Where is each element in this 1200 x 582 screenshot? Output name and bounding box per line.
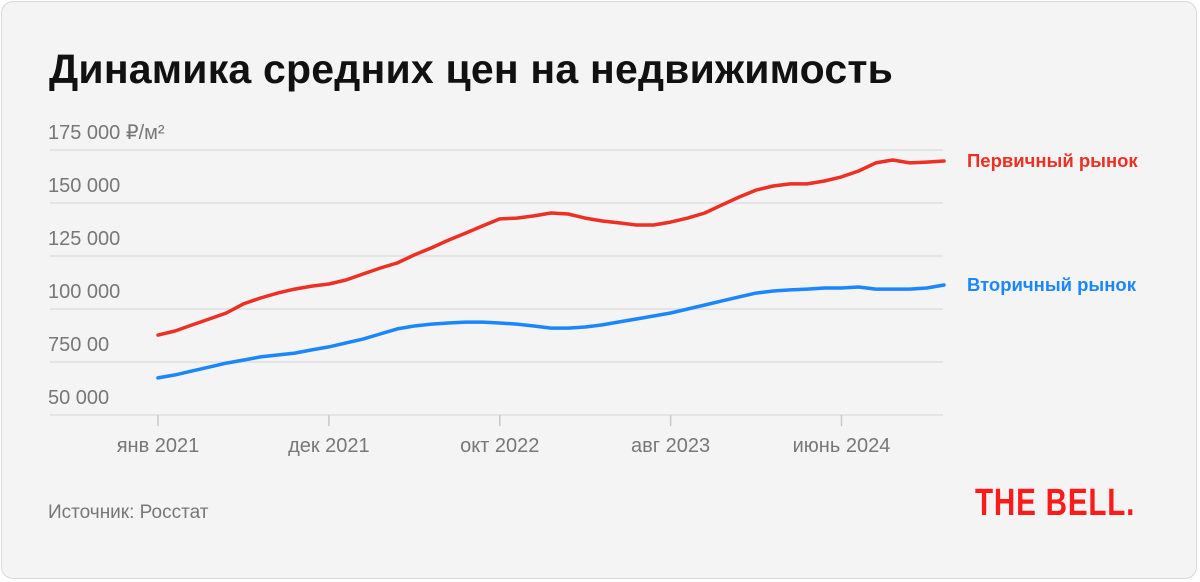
y-tick-label: 125 000 <box>48 228 120 250</box>
y-tick-label: 50 000 <box>48 387 109 409</box>
series-label: Вторичный рынок <box>967 274 1137 295</box>
source-note: Источник: Росстат <box>48 502 209 523</box>
series-line-secondary <box>156 283 946 380</box>
x-tick-label: дек 2021 <box>288 435 370 457</box>
series-line-primary <box>156 158 946 337</box>
x-tick-label: авг 2023 <box>631 435 710 457</box>
series-label: Первичный рынок <box>967 150 1138 171</box>
chart-title: Динамика средних цен на недвижимость <box>49 46 894 92</box>
x-tick-label: июнь 2024 <box>793 435 891 457</box>
y-tick-label: 100 000 <box>48 281 120 303</box>
x-tick-label: янв 2021 <box>117 435 200 457</box>
y-tick-label: 150 000 <box>48 175 120 197</box>
y-tick-label: 175 000 ₽/м² <box>48 122 165 144</box>
the-bell-logo: THE BELL. <box>975 482 1136 524</box>
y-tick-label: 750 00 <box>48 334 109 356</box>
x-tick-label: окт 2022 <box>460 435 539 457</box>
